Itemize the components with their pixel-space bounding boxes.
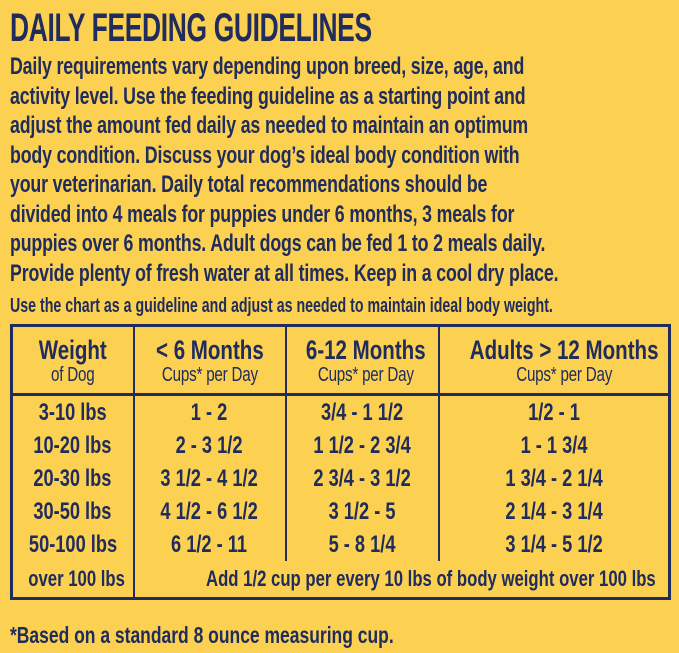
col-header-6-12-months-title: 6-12 Months xyxy=(305,334,426,365)
col-header-weight-subtitle: of Dog xyxy=(51,363,95,386)
table-row: 10-20 lbs 2 - 3 1/2 1 1/2 - 2 3/4 1 - 1 … xyxy=(11,429,670,462)
value-cell-6to12: 5 - 8 1/4 xyxy=(285,528,440,561)
weight-cell: 3-10 lbs xyxy=(11,394,135,429)
chart-usage-note: Use the chart as a guideline and adjust … xyxy=(10,295,553,317)
page-title: DAILY FEEDING GUIDELINES xyxy=(10,6,669,50)
value-cell-6to12: 2 3/4 - 3 1/2 xyxy=(285,462,440,495)
table-row: 3-10 lbs 1 - 2 3/4 - 1 1/2 1/2 - 1 xyxy=(11,394,670,429)
col-header-adults: Adults > 12 Months Cups* per Day xyxy=(438,325,670,396)
value-cell-under6: 3 1/2 - 4 1/2 xyxy=(133,462,287,495)
value-cell-adults: 1 3/4 - 2 1/4 xyxy=(505,464,603,492)
value-cell-adults: 3 1/4 - 5 1/2 xyxy=(505,530,603,558)
col-header-adults-title: Adults > 12 Months xyxy=(469,334,658,365)
table-row-over-100-lbs: over 100 lbs Add 1/2 cup per every 10 lb… xyxy=(11,561,670,599)
table-row: 50-100 lbs 6 1/2 - 11 5 - 8 1/4 3 1/4 - … xyxy=(11,528,670,561)
value-cell-6to12: 3/4 - 1 1/2 xyxy=(285,394,440,429)
footnote: *Based on a standard 8 ounce measuring c… xyxy=(10,622,394,648)
col-header-6-12-months: 6-12 Months Cups* per Day xyxy=(285,325,440,396)
value-cell-under6: 4 1/2 - 6 1/2 xyxy=(133,495,287,528)
weight-cell: 20-30 lbs xyxy=(11,462,135,495)
value-cell-adults: 2 1/4 - 3 1/4 xyxy=(505,497,603,525)
value-cell-under6: 1 - 2 xyxy=(133,394,287,429)
value-cell-under6: 6 1/2 - 11 xyxy=(133,528,287,561)
table-row: 30-50 lbs 4 1/2 - 6 1/2 3 1/2 - 5 2 1/4 … xyxy=(11,495,670,528)
weight-cell: over 100 lbs xyxy=(11,561,135,599)
value-cell-6to12: 3 1/2 - 5 xyxy=(285,495,440,528)
col-header-under-6-months-subtitle: Cups* per Day xyxy=(161,363,258,386)
feeding-table-body: 3-10 lbs 1 - 2 3/4 - 1 1/2 1/2 - 1 10-20… xyxy=(11,394,670,599)
weight-cell: 10-20 lbs xyxy=(11,429,135,462)
col-header-weight-title: Weight xyxy=(38,334,107,365)
value-cell-6to12: 1 1/2 - 2 3/4 xyxy=(285,429,440,462)
value-cell-under6: 2 - 3 1/2 xyxy=(133,429,287,462)
value-cell-adults: 1 - 1 3/4 xyxy=(520,431,588,459)
col-header-weight: Weight of Dog xyxy=(11,325,135,396)
feeding-table: Weight of Dog < 6 Months Cups* per Day 6… xyxy=(10,324,671,600)
intro-paragraph: Daily requirements vary depending upon b… xyxy=(10,53,559,287)
over-100-note-cell: Add 1/2 cup per every 10 lbs of body wei… xyxy=(205,566,656,591)
page-title-text: DAILY FEEDING GUIDELINES xyxy=(10,6,372,50)
value-cell-adults: 1/2 - 1 xyxy=(527,398,580,426)
col-header-under-6-months: < 6 Months Cups* per Day xyxy=(133,325,287,396)
col-header-under-6-months-title: < 6 Months xyxy=(155,334,264,365)
weight-cell: 50-100 lbs xyxy=(11,528,135,561)
weight-cell: 30-50 lbs xyxy=(11,495,135,528)
feeding-table-header: Weight of Dog < 6 Months Cups* per Day 6… xyxy=(11,325,670,396)
col-header-adults-subtitle: Cups* per Day xyxy=(515,363,612,386)
col-header-6-12-months-subtitle: Cups* per Day xyxy=(317,363,414,386)
table-row: 20-30 lbs 3 1/2 - 4 1/2 2 3/4 - 3 1/2 1 … xyxy=(11,462,670,495)
header-row: Weight of Dog < 6 Months Cups* per Day 6… xyxy=(11,325,670,396)
